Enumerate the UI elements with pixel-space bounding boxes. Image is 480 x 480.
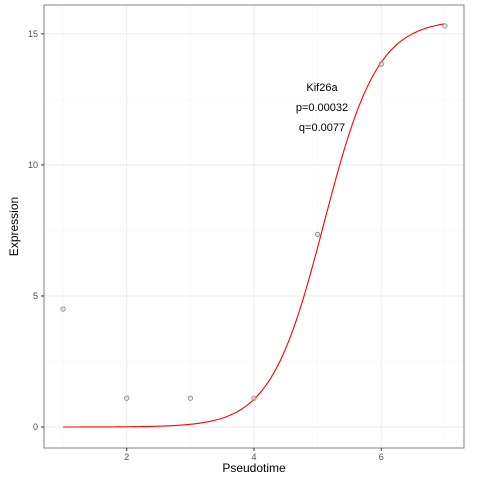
y-tick-label: 0 xyxy=(33,422,38,432)
x-axis-title: Pseudotime xyxy=(222,461,286,475)
y-axis-title: Expression xyxy=(7,197,21,256)
annotation: Kif26a p=0.00032 q=0.0077 xyxy=(296,82,348,134)
data-point xyxy=(124,395,130,401)
axes: 2 4 6 0 5 10 15 xyxy=(28,29,384,462)
annotation-line: Kif26a xyxy=(306,82,338,94)
annotation-line: p=0.00032 xyxy=(296,102,348,114)
data-point xyxy=(315,231,321,237)
y-tick-label: 5 xyxy=(33,291,38,301)
x-tick-label: 4 xyxy=(251,452,256,462)
y-tick-label: 10 xyxy=(28,160,38,170)
data-point xyxy=(378,61,384,67)
grid xyxy=(44,5,464,448)
data-points xyxy=(60,23,448,401)
y-tick-label: 15 xyxy=(28,29,38,39)
data-point xyxy=(187,395,193,401)
x-tick-label: 2 xyxy=(124,452,129,462)
data-point xyxy=(60,306,66,312)
data-point xyxy=(442,23,448,29)
x-tick-label: 6 xyxy=(379,452,384,462)
data-point xyxy=(251,395,257,401)
annotation-line: q=0.0077 xyxy=(299,122,345,134)
